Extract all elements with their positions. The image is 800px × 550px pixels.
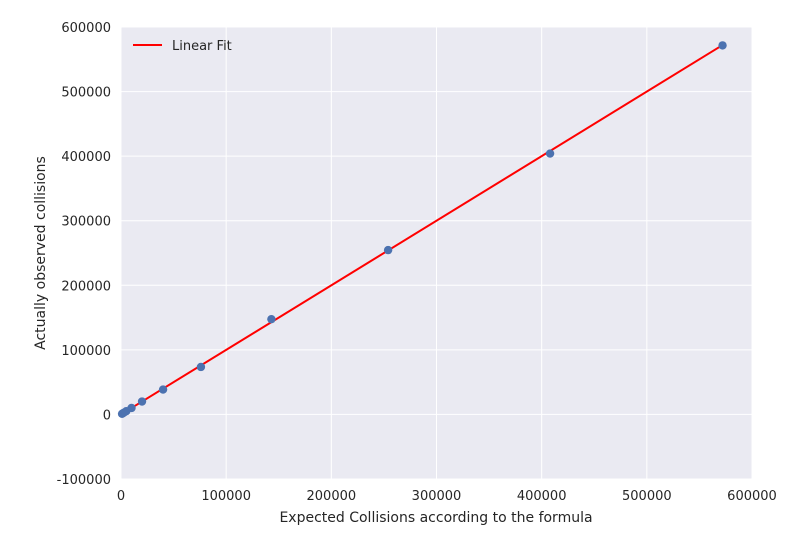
- legend: Linear Fit: [133, 39, 232, 54]
- linear-fit-line: [120, 44, 724, 416]
- y-tick-label: 600000: [61, 21, 111, 36]
- y-tick-label: 200000: [61, 279, 111, 294]
- data-point: [267, 314, 276, 324]
- fit-line-layer: [120, 44, 724, 416]
- x-tick-labels: 0 100000 200000 300000 400000 500000 600000: [117, 489, 777, 504]
- y-tick-labels: -100000 0 100000 200000 300000 400000 500000 60…: [57, 21, 111, 488]
- data-point: [545, 149, 555, 158]
- data-point: [718, 41, 727, 50]
- y-tick-label: -100000: [57, 473, 111, 488]
- data-points: [117, 41, 727, 418]
- data-point: [196, 362, 206, 372]
- x-axis-label: Expected Collisions according to the for…: [279, 510, 592, 526]
- legend-label-linear-fit: Linear Fit: [172, 39, 232, 54]
- data-point: [137, 397, 147, 406]
- x-tick-label: 500000: [622, 489, 672, 504]
- y-tick-label: 300000: [61, 215, 111, 230]
- y-tick-label: 500000: [61, 86, 111, 101]
- data-point: [158, 385, 168, 394]
- y-tick-label: 0: [103, 408, 111, 423]
- data-point: [127, 403, 136, 413]
- x-tick-label: 0: [117, 489, 125, 504]
- x-tick-label: 100000: [201, 489, 251, 504]
- data-point: [383, 245, 393, 255]
- y-tick-label: 400000: [61, 150, 111, 165]
- y-axis-label: Actually observed collisions: [33, 156, 49, 350]
- grid-lines: [120, 26, 753, 480]
- y-tick-label: 100000: [61, 344, 111, 359]
- x-tick-label: 600000: [727, 489, 777, 504]
- x-tick-label: 200000: [307, 489, 357, 504]
- x-tick-label: 300000: [412, 489, 462, 504]
- x-tick-label: 400000: [517, 489, 567, 504]
